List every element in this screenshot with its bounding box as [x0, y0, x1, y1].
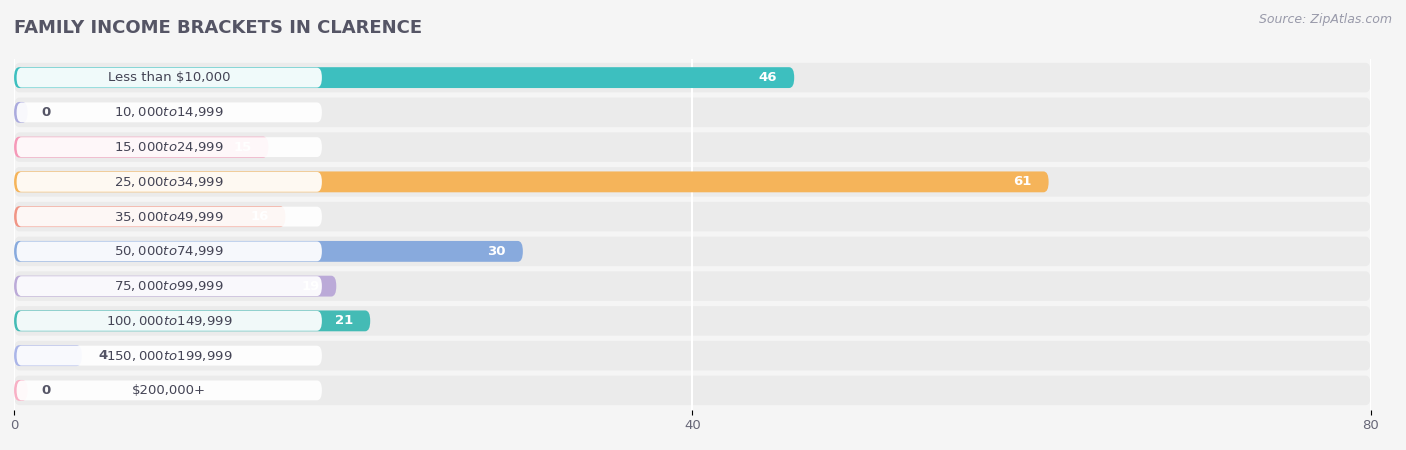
FancyBboxPatch shape [17, 381, 322, 400]
FancyBboxPatch shape [17, 311, 322, 331]
FancyBboxPatch shape [17, 276, 322, 296]
FancyBboxPatch shape [14, 202, 1371, 231]
Text: 4: 4 [98, 349, 108, 362]
FancyBboxPatch shape [14, 171, 1049, 192]
Text: 46: 46 [759, 71, 778, 84]
FancyBboxPatch shape [14, 341, 1371, 370]
FancyBboxPatch shape [14, 310, 370, 331]
Text: $10,000 to $14,999: $10,000 to $14,999 [114, 105, 224, 119]
FancyBboxPatch shape [14, 237, 1371, 266]
FancyBboxPatch shape [14, 345, 82, 366]
FancyBboxPatch shape [17, 137, 322, 157]
Text: 0: 0 [41, 106, 51, 119]
Text: 15: 15 [233, 140, 252, 153]
Text: 0: 0 [41, 384, 51, 397]
FancyBboxPatch shape [17, 242, 322, 261]
FancyBboxPatch shape [14, 306, 1371, 336]
FancyBboxPatch shape [14, 102, 28, 123]
FancyBboxPatch shape [17, 172, 322, 192]
Text: $150,000 to $199,999: $150,000 to $199,999 [105, 349, 232, 363]
FancyBboxPatch shape [17, 207, 322, 226]
Text: $35,000 to $49,999: $35,000 to $49,999 [114, 210, 224, 224]
FancyBboxPatch shape [14, 380, 28, 401]
Text: $75,000 to $99,999: $75,000 to $99,999 [114, 279, 224, 293]
Text: $25,000 to $34,999: $25,000 to $34,999 [114, 175, 224, 189]
Text: Source: ZipAtlas.com: Source: ZipAtlas.com [1258, 14, 1392, 27]
FancyBboxPatch shape [14, 63, 1371, 92]
FancyBboxPatch shape [14, 271, 1371, 301]
Text: Less than $10,000: Less than $10,000 [108, 71, 231, 84]
FancyBboxPatch shape [17, 68, 322, 87]
FancyBboxPatch shape [14, 167, 1371, 197]
Text: FAMILY INCOME BRACKETS IN CLARENCE: FAMILY INCOME BRACKETS IN CLARENCE [14, 19, 422, 37]
Text: $200,000+: $200,000+ [132, 384, 207, 397]
FancyBboxPatch shape [14, 376, 1371, 405]
Text: 61: 61 [1014, 176, 1032, 189]
FancyBboxPatch shape [14, 132, 1371, 162]
Text: $15,000 to $24,999: $15,000 to $24,999 [114, 140, 224, 154]
Text: 16: 16 [250, 210, 269, 223]
FancyBboxPatch shape [14, 98, 1371, 127]
Text: 19: 19 [301, 279, 319, 292]
Text: 21: 21 [335, 315, 353, 328]
FancyBboxPatch shape [14, 67, 794, 88]
FancyBboxPatch shape [17, 103, 322, 122]
Text: 30: 30 [488, 245, 506, 258]
FancyBboxPatch shape [14, 206, 285, 227]
FancyBboxPatch shape [14, 241, 523, 262]
Text: $100,000 to $149,999: $100,000 to $149,999 [105, 314, 232, 328]
Text: $50,000 to $74,999: $50,000 to $74,999 [114, 244, 224, 258]
FancyBboxPatch shape [17, 346, 322, 365]
FancyBboxPatch shape [14, 276, 336, 297]
FancyBboxPatch shape [14, 137, 269, 157]
